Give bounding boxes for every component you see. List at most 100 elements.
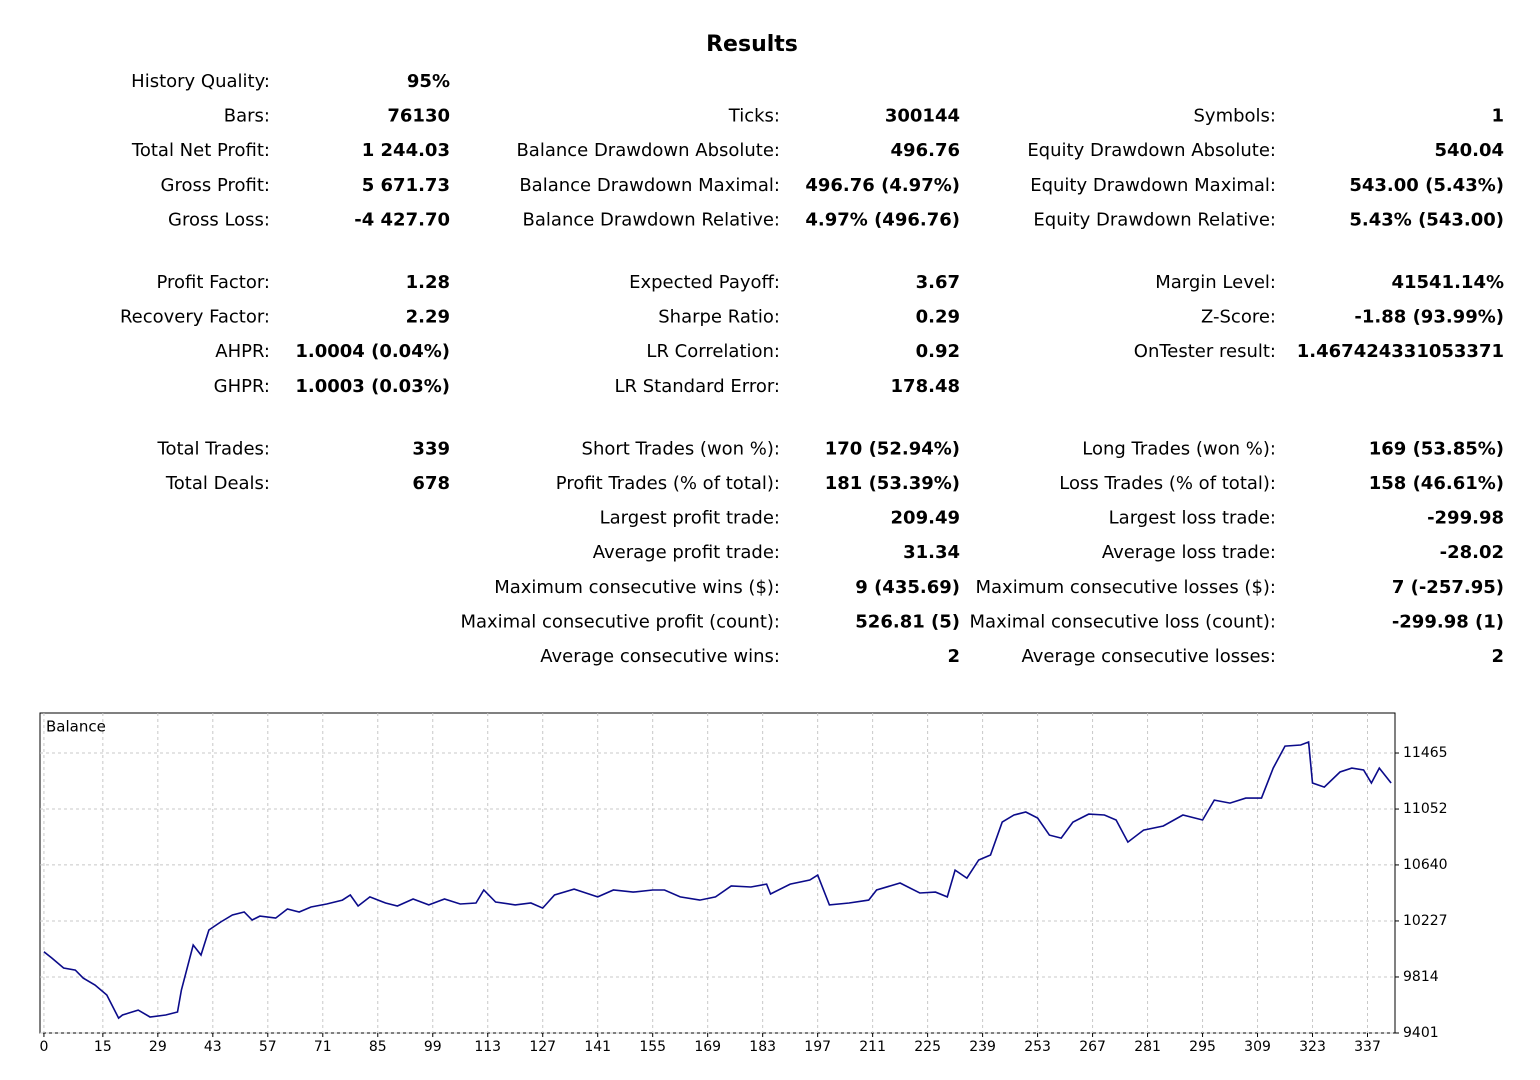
stat-value: 543.00 (5.43%)	[1349, 175, 1504, 196]
y-tick-label: 9401	[1403, 1025, 1439, 1041]
stat-value: 1.467424331053371	[1297, 341, 1504, 362]
stat-label: Ticks:	[728, 106, 780, 127]
y-tick-label: 11465	[1403, 745, 1448, 761]
stat-label: Balance Drawdown Maximal:	[519, 175, 780, 196]
stat-value: 0.29	[916, 307, 960, 328]
x-tick-label: 141	[584, 1039, 611, 1055]
x-tick-label: 43	[204, 1039, 222, 1055]
x-tick-label: 197	[804, 1039, 831, 1055]
stat-value: -4 427.70	[354, 209, 450, 230]
stat-label: Largest loss trade:	[1109, 508, 1276, 529]
stat-label: Long Trades (won %):	[1082, 438, 1276, 459]
stat-label: Expected Payoff:	[629, 272, 780, 293]
stat-label: Balance Drawdown Absolute:	[516, 140, 780, 161]
stat-value: 2	[1491, 646, 1504, 667]
stat-value: 5.43% (543.00)	[1349, 209, 1504, 230]
stat-label: History Quality:	[131, 71, 270, 92]
x-tick-label: 85	[369, 1039, 387, 1055]
stat-value: 1 244.03	[362, 140, 450, 161]
x-tick-label: 239	[969, 1039, 996, 1055]
x-tick-label: 337	[1354, 1039, 1381, 1055]
x-tick-label: 267	[1079, 1039, 1106, 1055]
x-tick-label: 211	[859, 1039, 886, 1055]
stat-label: Loss Trades (% of total):	[1059, 473, 1276, 494]
x-tick-label: 281	[1134, 1039, 1161, 1055]
x-tick-label: 99	[424, 1039, 442, 1055]
stat-label: Maximal consecutive profit (count):	[460, 611, 780, 632]
stat-label: Maximal consecutive loss (count):	[970, 611, 1276, 632]
stat-value: 1.0003 (0.03%)	[295, 376, 450, 397]
stat-label: Gross Profit:	[161, 175, 270, 196]
stat-label: Z-Score:	[1201, 307, 1276, 328]
y-tick-label: 9814	[1403, 969, 1439, 985]
stat-label: Average profit trade:	[593, 542, 780, 563]
stat-label: Total Trades:	[157, 438, 270, 459]
stat-value: 1	[1491, 106, 1504, 127]
y-tick-label: 11052	[1403, 801, 1448, 817]
stat-value: 496.76	[891, 140, 960, 161]
y-tick-label: 10640	[1403, 857, 1448, 873]
x-tick-label: 169	[694, 1039, 721, 1055]
stat-value: 1.0004 (0.04%)	[295, 341, 450, 362]
x-tick-label: 253	[1024, 1039, 1051, 1055]
stat-value: -299.98 (1)	[1392, 611, 1504, 632]
x-tick-label: 295	[1189, 1039, 1216, 1055]
stat-label: LR Correlation:	[646, 341, 780, 362]
stat-value: 1.28	[406, 272, 450, 293]
stat-value: 540.04	[1435, 140, 1504, 161]
stat-value: 41541.14%	[1391, 272, 1504, 293]
plot-frame	[39, 712, 1396, 1034]
x-tick-label: 57	[259, 1039, 277, 1055]
stat-label: Recovery Factor:	[120, 307, 270, 328]
stat-value: -28.02	[1440, 542, 1504, 563]
stat-value: 181 (53.39%)	[825, 473, 960, 494]
stat-label: Symbols:	[1194, 106, 1277, 127]
stat-value: 76130	[387, 106, 450, 127]
stat-label: Bars:	[224, 106, 270, 127]
stat-value: -1.88 (93.99%)	[1354, 307, 1504, 328]
stat-label: Margin Level:	[1155, 272, 1276, 293]
stat-value: 9 (435.69)	[855, 577, 960, 598]
stat-label: Equity Drawdown Relative:	[1033, 209, 1276, 230]
stat-label: Profit Trades (% of total):	[556, 473, 780, 494]
x-tick-label: 113	[474, 1039, 501, 1055]
x-tick-label: 0	[39, 1039, 48, 1055]
stat-label: Short Trades (won %):	[582, 438, 780, 459]
stat-value: 7 (-257.95)	[1392, 577, 1504, 598]
stat-value: 4.97% (496.76)	[805, 209, 960, 230]
stat-label: Average consecutive losses:	[1021, 646, 1276, 667]
y-tick-label: 10227	[1403, 913, 1448, 929]
stat-label: Maximum consecutive wins ($):	[494, 577, 780, 598]
x-tick-label: 29	[149, 1039, 167, 1055]
stat-label: Balance Drawdown Relative:	[523, 209, 780, 230]
stat-value: 178.48	[891, 376, 960, 397]
stat-label: Gross Loss:	[168, 209, 270, 230]
stat-label: Total Deals:	[165, 473, 270, 494]
chart-title: Balance	[46, 718, 106, 736]
x-tick-label: 183	[749, 1039, 776, 1055]
x-tick-label: 225	[914, 1039, 941, 1055]
stat-value: 2.29	[406, 307, 450, 328]
x-tick-label: 309	[1244, 1039, 1271, 1055]
x-tick-label: 323	[1299, 1039, 1326, 1055]
stat-value: 496.76 (4.97%)	[805, 175, 960, 196]
stat-label: Sharpe Ratio:	[658, 307, 780, 328]
x-tick-label: 155	[639, 1039, 666, 1055]
stat-label: AHPR:	[215, 341, 270, 362]
stat-value: 5 671.73	[362, 175, 450, 196]
stat-value: 2	[947, 646, 960, 667]
stat-label: Total Net Profit:	[131, 140, 270, 161]
stat-label: LR Standard Error:	[615, 376, 781, 397]
stat-value: 300144	[885, 106, 960, 127]
stat-value: 526.81 (5)	[855, 611, 960, 632]
stat-value: 0.92	[916, 341, 960, 362]
stat-label: Maximum consecutive losses ($):	[976, 577, 1277, 598]
stat-value: 169 (53.85%)	[1369, 438, 1504, 459]
x-tick-label: 15	[94, 1039, 112, 1055]
stat-label: Equity Drawdown Absolute:	[1027, 140, 1276, 161]
x-tick-label: 71	[314, 1039, 332, 1055]
stat-value: 3.67	[916, 272, 960, 293]
title: Results	[706, 32, 798, 57]
